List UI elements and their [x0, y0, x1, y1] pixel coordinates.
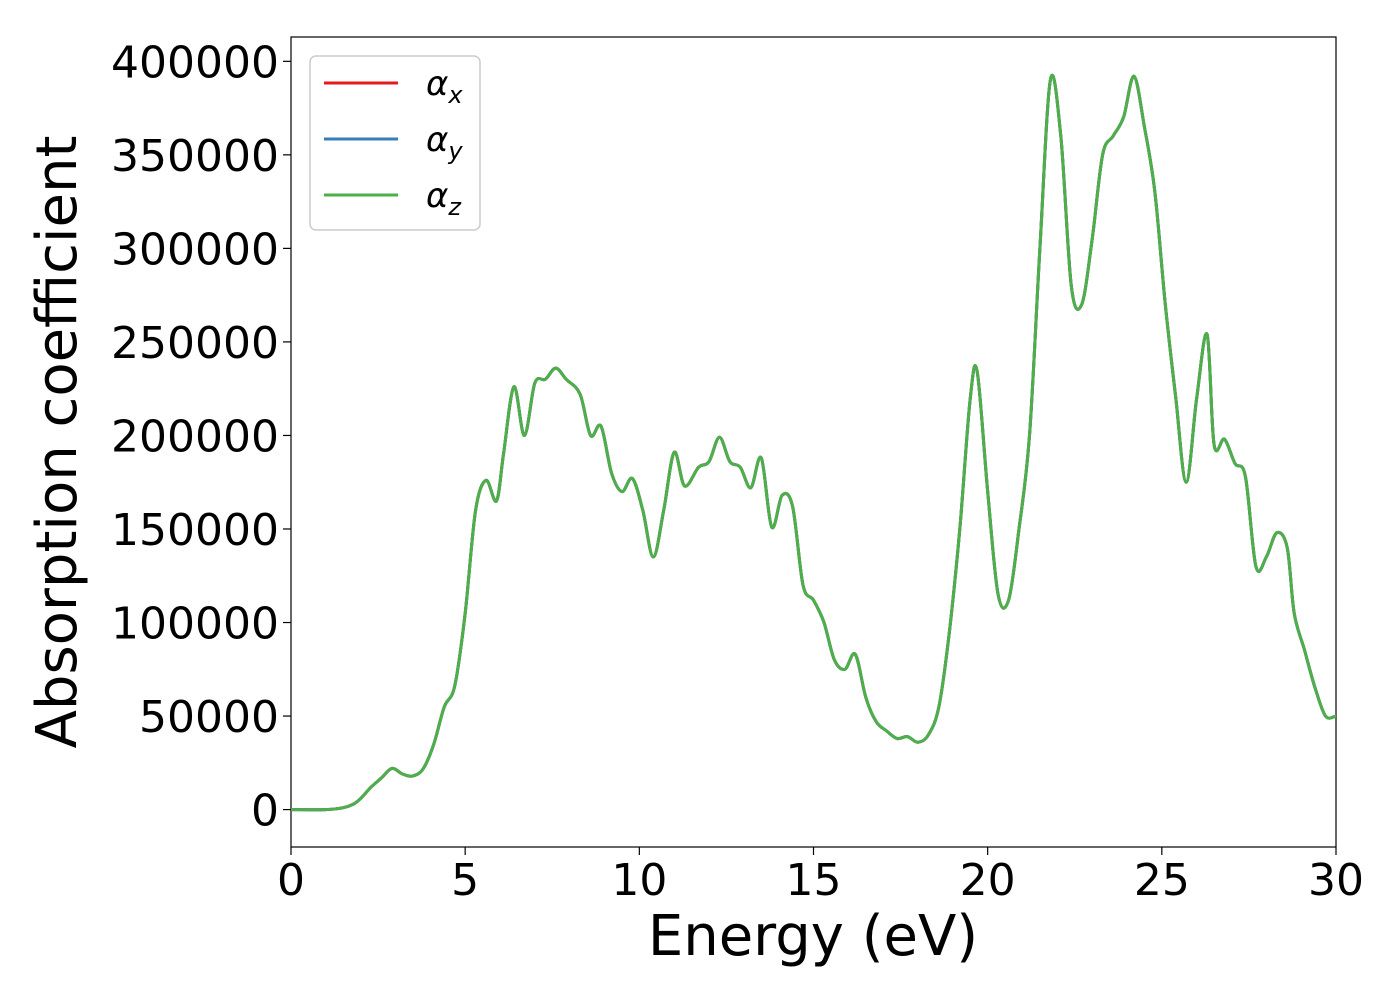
- x-axis: 0 5 10 15 20 25 30: [277, 847, 1364, 906]
- legend-label: αx: [426, 64, 463, 109]
- y-tick-label: 150000: [111, 505, 279, 556]
- legend: αx αy αz: [309, 55, 481, 231]
- y-tick-label: 50000: [139, 692, 279, 743]
- x-tick-label: 25: [1134, 855, 1190, 906]
- x-tick-label: 10: [611, 855, 667, 906]
- y-tick-label: 300000: [111, 224, 279, 275]
- legend-label: αz: [426, 176, 462, 221]
- x-tick-label: 15: [786, 855, 842, 906]
- y-tick-label: 0: [251, 786, 279, 837]
- y-axis-title: Absorption coefficient: [25, 136, 90, 749]
- x-tick-label: 20: [960, 855, 1016, 906]
- legend-frame: [309, 55, 481, 231]
- y-tick-label: 200000: [111, 411, 279, 462]
- x-tick-label: 0: [277, 855, 305, 906]
- x-tick-label: 5: [451, 855, 479, 906]
- y-tick-label: 350000: [111, 131, 279, 182]
- y-tick-label: 250000: [111, 318, 279, 369]
- y-tick-label: 400000: [111, 37, 279, 88]
- y-tick-label: 100000: [111, 599, 279, 650]
- x-tick-label: 30: [1308, 855, 1364, 906]
- x-axis-title: Energy (eV): [648, 904, 978, 969]
- legend-label: αy: [426, 120, 463, 165]
- series-layer: [291, 73, 1336, 812]
- series-alpha-z-line: [291, 73, 1336, 812]
- y-axis: 0 50000 100000 150000 200000 250000 300000 3500…: [111, 37, 291, 837]
